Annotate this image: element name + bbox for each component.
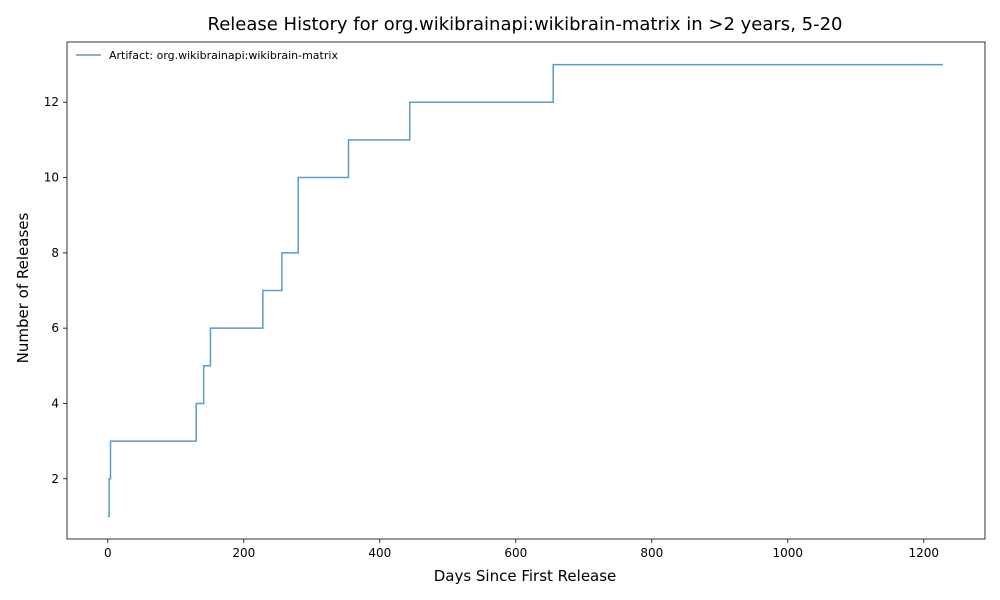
y-tick-label: 2 <box>51 472 59 486</box>
x-axis-label: Days Since First Release <box>434 567 617 585</box>
x-tick-label: 800 <box>640 546 663 560</box>
x-tick-label: 1200 <box>909 546 940 560</box>
legend: Artifact: org.wikibrainapi:wikibrain-mat… <box>76 49 338 62</box>
x-tick-label: 0 <box>104 546 112 560</box>
y-axis-label: Number of Releases <box>14 212 32 363</box>
series-line-0 <box>107 63 943 518</box>
y-tick-label: 8 <box>51 246 59 260</box>
y-tick-label: 10 <box>44 171 59 185</box>
x-tick-label: 400 <box>368 546 391 560</box>
x-tick-label: 600 <box>504 546 527 560</box>
legend-label: Artifact: org.wikibrainapi:wikibrain-mat… <box>109 49 338 62</box>
plot-area: 0 200 400 600 800 1000 1200 2 4 6 8 10 12 <box>44 41 986 560</box>
y-tick-label: 6 <box>51 321 59 335</box>
chart-title: Release History for org.wikibrainapi:wik… <box>208 14 843 35</box>
axes-frame <box>66 41 986 540</box>
x-tick-label: 200 <box>232 546 255 560</box>
y-tick-label: 4 <box>51 396 59 410</box>
x-tick-label: 1000 <box>773 546 804 560</box>
y-tick-label: 12 <box>44 95 59 109</box>
